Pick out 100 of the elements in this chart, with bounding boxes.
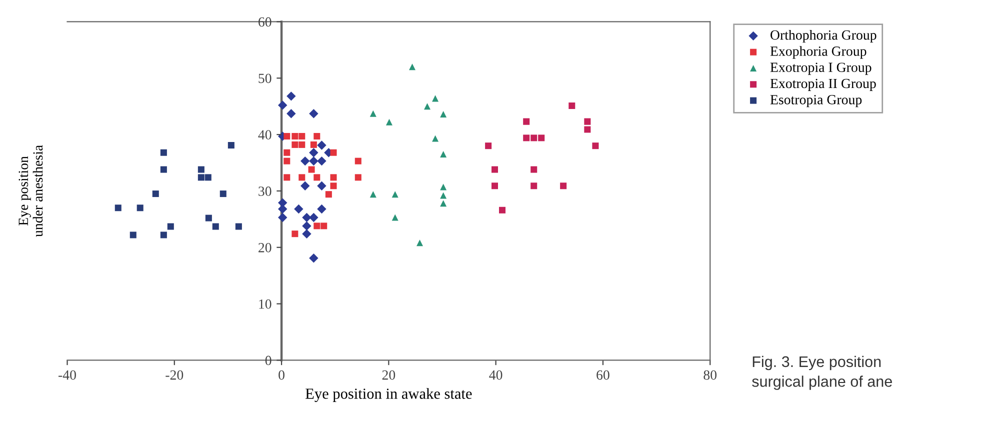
- point: [370, 110, 376, 117]
- point: [298, 132, 306, 140]
- point: [130, 232, 136, 238]
- point: [523, 118, 530, 125]
- point: [220, 190, 226, 198]
- point: [160, 166, 167, 173]
- point: [205, 214, 212, 222]
- point: [320, 222, 328, 230]
- legend-label: Esotropia Group: [770, 94, 862, 108]
- x-tick-label: 60: [596, 370, 610, 380]
- point: [584, 126, 591, 133]
- legend-label: Orthophoria Group: [770, 30, 876, 43]
- point: [440, 192, 447, 199]
- point: [530, 182, 538, 190]
- point: [309, 148, 318, 158]
- point: [309, 212, 318, 222]
- point: [284, 149, 290, 156]
- point: [160, 149, 167, 156]
- point: [235, 223, 242, 230]
- point: [302, 221, 312, 231]
- point: [584, 118, 591, 125]
- point: [114, 204, 122, 212]
- point: [317, 140, 326, 150]
- point: [286, 109, 296, 118]
- point: [416, 240, 424, 246]
- legend-label: Exotropia II Group: [770, 78, 876, 91]
- point: [317, 204, 326, 214]
- x-tick-label: 20: [382, 370, 396, 380]
- point: [408, 64, 416, 70]
- legend-label: Exophoria Group: [770, 46, 866, 59]
- point: [370, 191, 376, 198]
- point: [292, 132, 298, 140]
- x-tick-label: 0: [278, 370, 284, 380]
- point: [300, 181, 310, 190]
- point: [432, 95, 439, 102]
- point: [317, 156, 326, 166]
- point: [491, 182, 498, 190]
- point: [440, 151, 447, 158]
- point: [298, 174, 306, 181]
- point: [432, 135, 439, 142]
- point: [278, 100, 288, 110]
- point: [310, 141, 317, 148]
- point: [538, 134, 545, 142]
- point: [314, 222, 320, 230]
- x-tick-label: -20: [166, 370, 184, 380]
- point: [278, 212, 288, 222]
- point: [314, 174, 320, 181]
- point: [330, 149, 337, 156]
- point: [592, 142, 599, 150]
- point: [302, 212, 312, 222]
- point: [330, 174, 337, 181]
- point: [136, 204, 144, 212]
- point: [314, 132, 320, 140]
- point: [298, 141, 306, 148]
- point: [354, 158, 362, 164]
- point: [354, 174, 362, 181]
- point: [392, 191, 398, 198]
- point: [284, 174, 290, 181]
- point: [160, 232, 167, 238]
- x-tick-label: -40: [58, 370, 76, 380]
- y-tick-label: 20: [258, 242, 272, 252]
- point: [491, 166, 498, 173]
- point: [498, 206, 506, 214]
- point: [530, 134, 538, 142]
- point: [278, 204, 288, 214]
- point: [568, 102, 576, 110]
- point: [440, 110, 447, 118]
- point: [300, 156, 310, 166]
- point: [292, 141, 298, 148]
- point: [212, 223, 219, 230]
- point: [286, 92, 296, 101]
- point: [302, 229, 312, 238]
- point: [204, 174, 212, 181]
- x-tick-label: 40: [489, 370, 502, 380]
- point: [309, 109, 318, 118]
- point: [440, 184, 447, 190]
- point: [485, 142, 492, 150]
- point: [292, 230, 298, 238]
- caption: Fig. 3. Eye position surgical plane of ane: [752, 356, 892, 390]
- point: [325, 191, 332, 198]
- point: [386, 118, 392, 126]
- point: [330, 182, 337, 190]
- point: [424, 103, 431, 110]
- point: [317, 181, 326, 190]
- point: [530, 166, 538, 173]
- point: [560, 182, 567, 190]
- point: [198, 166, 204, 173]
- y-tick-label: 40: [258, 130, 272, 140]
- point: [440, 200, 447, 207]
- y-tick-label: 10: [259, 299, 272, 309]
- point: [308, 166, 315, 173]
- point: [309, 156, 318, 166]
- point: [309, 253, 318, 263]
- point: [198, 174, 204, 181]
- y-tick-label: 50: [258, 74, 272, 84]
- point: [152, 190, 159, 198]
- y-tick-label: 30: [258, 186, 272, 196]
- point: [167, 223, 174, 230]
- y-axis-title: Eye position under anesthesia: [18, 145, 43, 237]
- point: [392, 214, 398, 221]
